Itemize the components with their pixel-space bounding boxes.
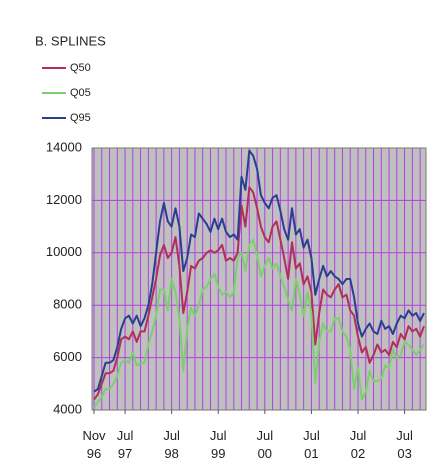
x-tick-label: Jul 02 — [350, 428, 367, 461]
legend-label: Q95 — [70, 112, 91, 124]
y-tick-label: 10000 — [46, 244, 82, 259]
x-tick-label: Jul 01 — [303, 428, 320, 461]
x-tick-label: Jul 99 — [210, 428, 227, 461]
x-tick-label: Nov 96 — [82, 428, 106, 461]
y-tick-label: 14000 — [46, 139, 82, 154]
legend-label: Q05 — [70, 87, 91, 99]
x-tick-label: Jul 03 — [396, 428, 413, 461]
x-tick-label: Jul 98 — [163, 428, 180, 461]
x-tick-label: Jul 97 — [117, 428, 134, 461]
x-tick-label: Jul 00 — [257, 428, 274, 461]
series-line — [93, 149, 425, 393]
y-tick-label: 8000 — [53, 297, 82, 312]
plot-area — [92, 148, 426, 410]
series-line — [93, 238, 425, 408]
plot-border — [91, 147, 427, 411]
y-tick-label: 12000 — [46, 192, 82, 207]
legend-label: Q50 — [70, 62, 91, 74]
chart-title: B. SPLINES — [35, 33, 106, 48]
y-tick-label: 4000 — [53, 401, 82, 416]
y-tick-label: 6000 — [53, 349, 82, 364]
series-line — [93, 186, 425, 401]
